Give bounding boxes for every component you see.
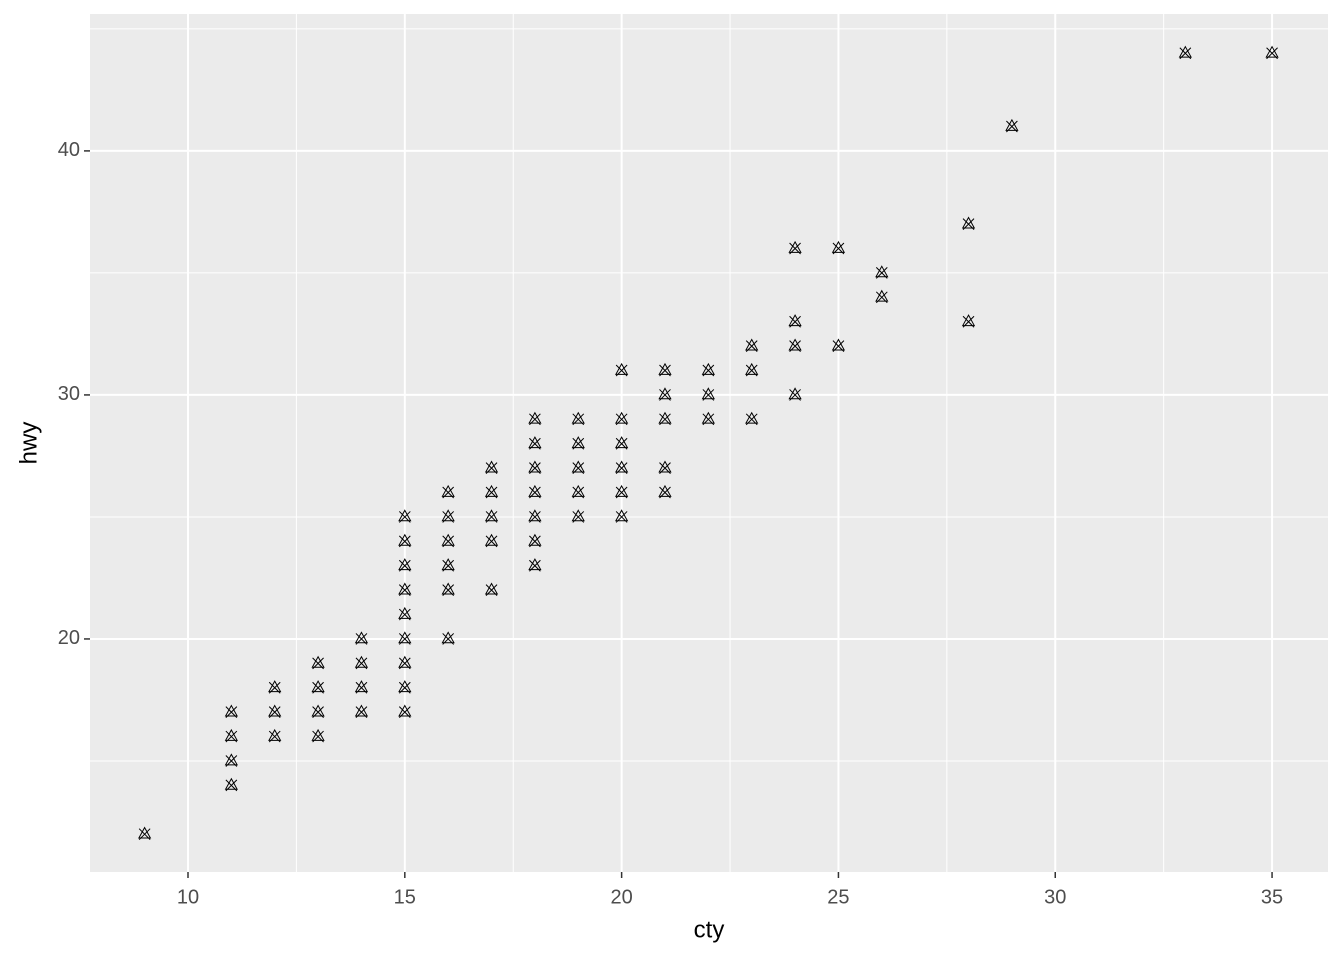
y-axis-label: hwy — [15, 422, 42, 465]
point — [745, 362, 759, 377]
point — [311, 680, 325, 694]
point — [398, 631, 412, 645]
point — [528, 558, 542, 572]
point — [528, 411, 542, 426]
point — [398, 582, 412, 597]
point — [961, 314, 976, 328]
point — [441, 533, 455, 548]
y-tick-label: 40 — [58, 139, 80, 161]
point — [311, 655, 325, 670]
point — [484, 582, 499, 597]
point — [701, 362, 715, 377]
point — [398, 655, 412, 670]
point — [311, 704, 325, 719]
point — [224, 704, 238, 719]
point — [788, 314, 802, 328]
point — [1005, 118, 1019, 133]
point — [441, 558, 455, 572]
point — [615, 484, 629, 499]
point — [354, 704, 369, 719]
point — [961, 216, 976, 230]
y-tick-label: 30 — [58, 383, 80, 405]
point — [788, 387, 802, 401]
point — [224, 728, 238, 743]
point — [354, 655, 369, 670]
point — [484, 460, 499, 474]
point — [441, 631, 455, 645]
point — [615, 460, 629, 474]
point — [398, 533, 412, 548]
point — [1265, 45, 1279, 60]
x-tick-label: 25 — [827, 886, 849, 908]
point — [528, 533, 542, 548]
point — [571, 436, 585, 450]
point — [441, 509, 455, 523]
point — [354, 680, 369, 694]
point — [398, 558, 412, 572]
point — [398, 509, 412, 523]
x-tick-label: 20 — [610, 886, 632, 908]
point — [398, 606, 412, 621]
point — [528, 436, 542, 450]
point — [224, 777, 238, 792]
point — [745, 338, 759, 352]
point — [745, 411, 759, 426]
point — [224, 753, 238, 767]
point — [398, 680, 412, 694]
point — [875, 289, 889, 304]
point — [615, 436, 629, 450]
point — [398, 704, 412, 719]
x-tick-label: 15 — [394, 886, 416, 908]
point — [658, 362, 672, 377]
point — [484, 509, 499, 523]
x-tick-label: 35 — [1261, 886, 1283, 908]
point — [788, 240, 802, 255]
point — [528, 509, 542, 523]
point — [441, 484, 455, 499]
point — [528, 484, 542, 499]
point — [571, 484, 585, 499]
point — [658, 411, 672, 426]
x-tick-label: 30 — [1044, 886, 1066, 908]
point — [311, 728, 325, 743]
x-tick-label: 10 — [177, 886, 199, 908]
point — [701, 411, 715, 426]
point — [615, 509, 629, 523]
point — [831, 240, 846, 255]
point — [615, 411, 629, 426]
point — [484, 533, 499, 548]
point — [658, 460, 672, 474]
point — [571, 509, 585, 523]
point — [528, 460, 542, 474]
point — [484, 484, 499, 499]
panel — [90, 14, 1328, 872]
point — [1178, 45, 1192, 60]
x-axis-label: cty — [694, 916, 725, 943]
point — [788, 338, 802, 352]
point — [658, 484, 672, 499]
point — [138, 826, 152, 841]
point — [268, 704, 282, 719]
point — [658, 387, 672, 401]
point — [268, 680, 282, 694]
point — [354, 631, 369, 645]
y-tick-label: 20 — [58, 627, 80, 649]
point — [441, 582, 455, 597]
point — [875, 265, 889, 279]
point — [701, 387, 715, 401]
point — [268, 728, 282, 743]
point — [615, 362, 629, 377]
point — [571, 411, 585, 426]
point — [831, 338, 846, 352]
point — [571, 460, 585, 474]
